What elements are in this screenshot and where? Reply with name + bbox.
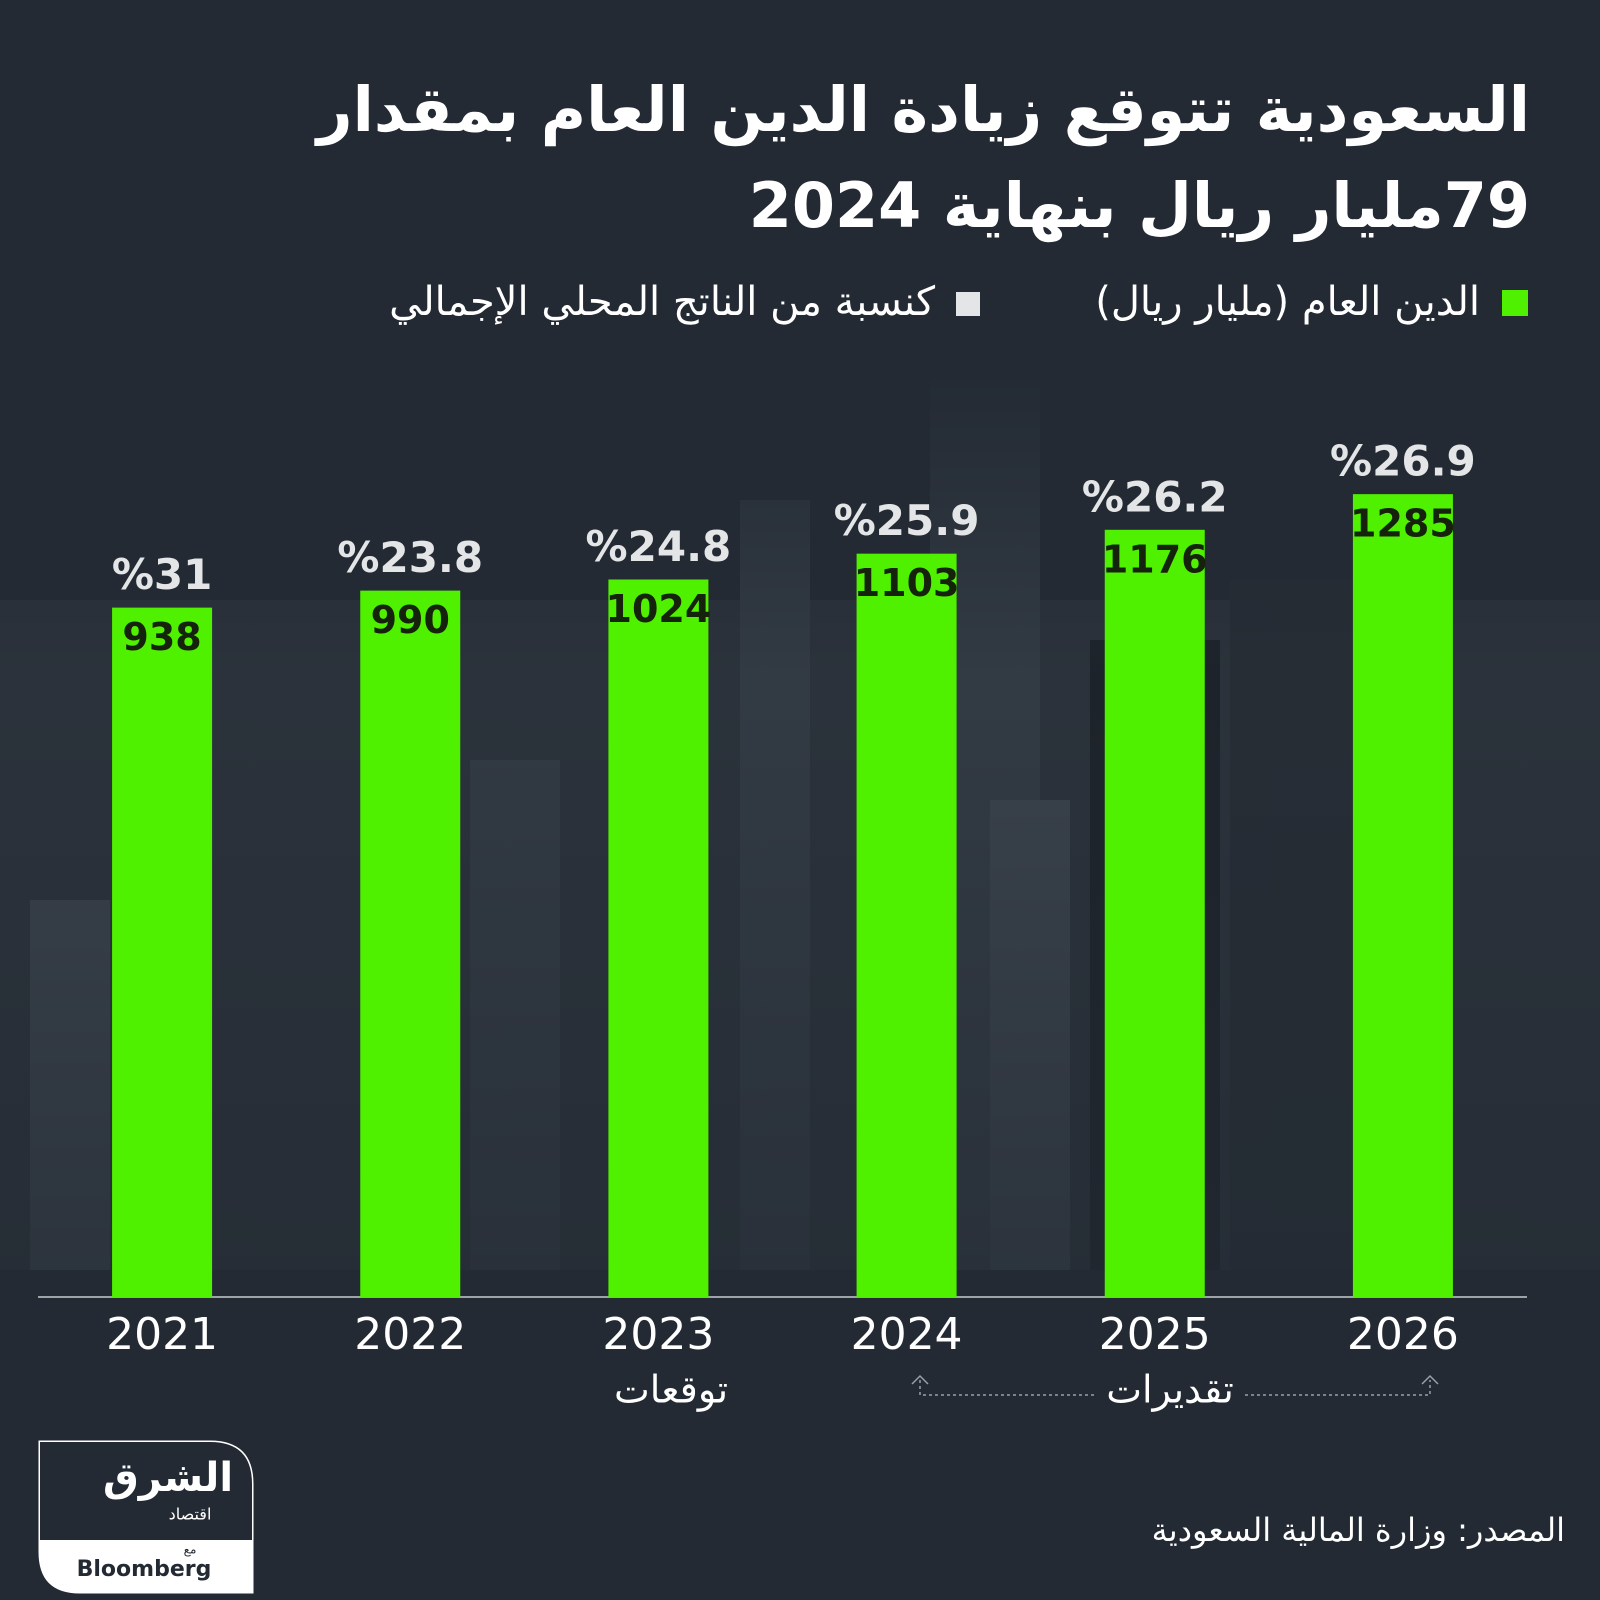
chart-title: السعودية تتوقع زيادة الدين العام بمقدار … [316, 73, 1530, 242]
bar [112, 607, 213, 1297]
logo: الشرق اقتصاد مع Bloomberg [38, 1440, 254, 1594]
percent-label: %26.2 [1082, 472, 1228, 521]
percent-label: %31 [112, 550, 213, 599]
bar [1104, 529, 1205, 1297]
value-label: 990 [371, 598, 450, 642]
logo-text: الشرق [103, 1455, 233, 1501]
legend-label: الدين العام (مليار ريال) [1095, 279, 1480, 325]
value-label: 1024 [606, 587, 712, 631]
x-tick-label: 2026 [1347, 1309, 1459, 1360]
percent-label: %25.9 [834, 496, 980, 545]
source: المصدر: وزارة المالية السعودية [1152, 1511, 1565, 1549]
legend-swatch [1502, 290, 1528, 316]
x-tick-label: 2023 [602, 1309, 714, 1360]
logo-text: مع [184, 1543, 197, 1557]
bracket [911, 1374, 1439, 1396]
value-label: 1103 [854, 561, 960, 605]
percent-label: %24.8 [586, 522, 732, 571]
bar [1352, 494, 1453, 1297]
legend-label: كنسبة من الناتج المحلي الإجمالي [389, 279, 936, 325]
percent-label: %26.9 [1330, 437, 1476, 486]
value-label: 1176 [1102, 537, 1208, 581]
value-label: 1285 [1350, 502, 1456, 546]
percent-label: %23.8 [337, 533, 483, 582]
skyline [0, 360, 1600, 1270]
logo-text: اقتصاد [169, 1505, 212, 1524]
bar [856, 553, 957, 1297]
x-tick-label: 2024 [851, 1309, 963, 1360]
bar [608, 579, 709, 1297]
legend-swatch [956, 292, 980, 316]
value-label: 938 [122, 615, 201, 659]
annotation: توقعات [614, 1368, 728, 1413]
bar [360, 590, 461, 1297]
logo-text: Bloomberg [77, 1557, 212, 1582]
x-tick-label: 2025 [1099, 1309, 1211, 1360]
x-tick-label: 2021 [106, 1309, 218, 1360]
x-tick-label: 2022 [354, 1309, 466, 1360]
annotation: تقديرات [1106, 1368, 1234, 1413]
